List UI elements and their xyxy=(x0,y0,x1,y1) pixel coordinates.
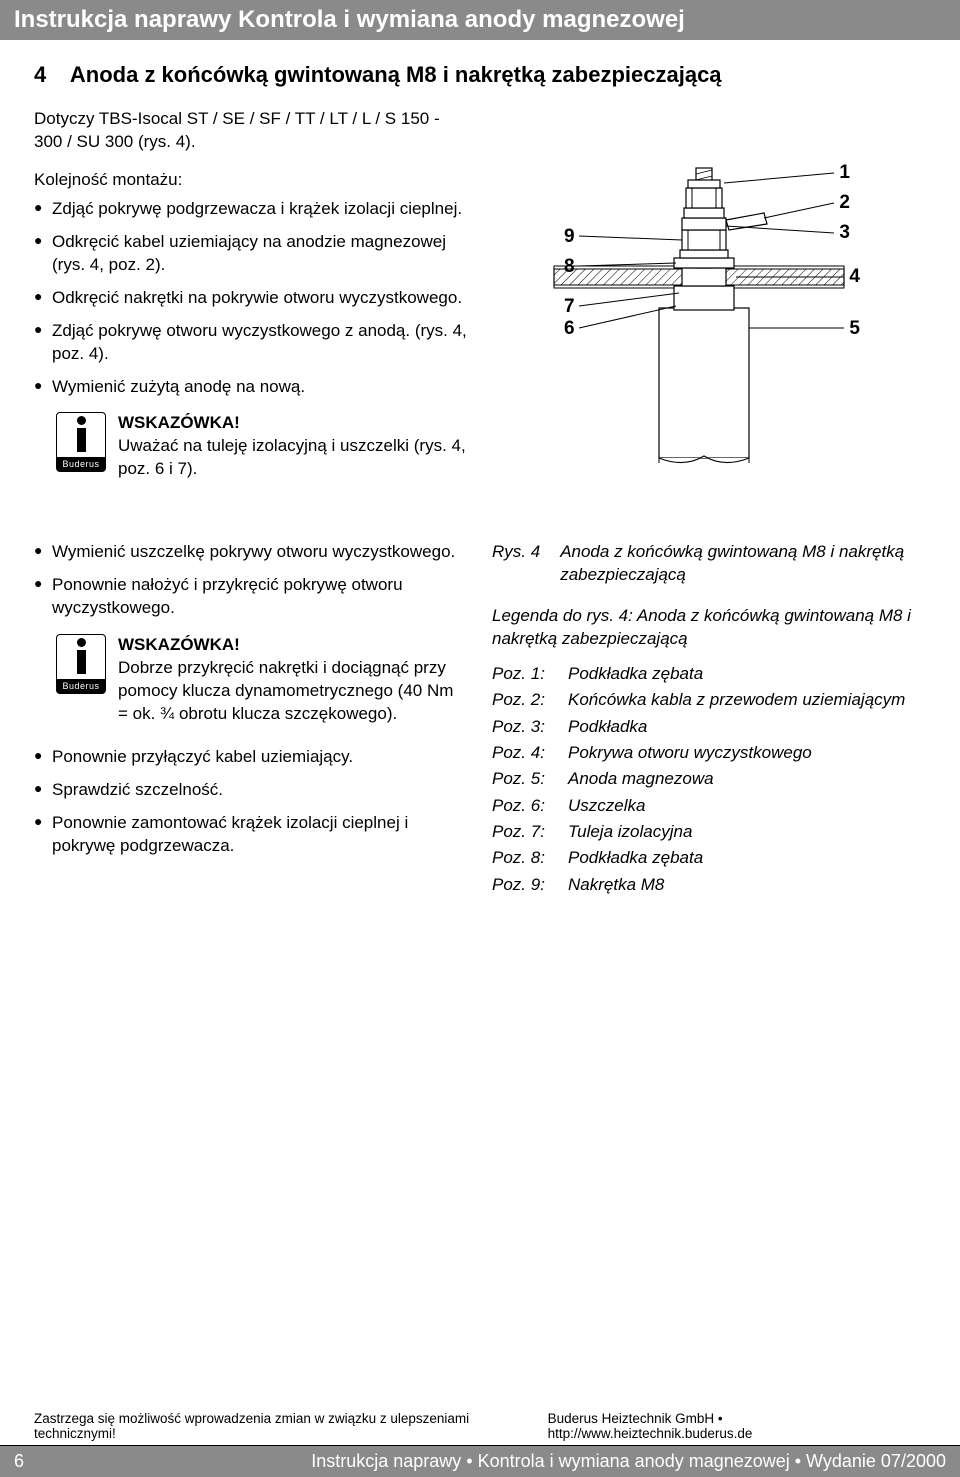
figure-number: Rys. 4 xyxy=(492,541,540,587)
section-title-text: Anoda z końcówką gwintowaną M8 i nakrętk… xyxy=(70,62,722,87)
page-number: 6 xyxy=(14,1451,24,1472)
footer-disclaimer: Zastrzega się możliwość wprowadzenia zmi… xyxy=(34,1411,548,1441)
list-item: Odkręcić nakrętki na pokrywie otworu wyc… xyxy=(34,287,468,310)
column-right-top: 1 2 3 4 5 6 7 8 9 xyxy=(492,108,926,501)
legend-list: Poz. 1:Podkładka zębata Poz. 2:Końcówka … xyxy=(492,661,926,898)
info-icon: Buderus xyxy=(56,412,106,472)
tip-title: WSKAZÓWKA! xyxy=(118,635,240,654)
list-item: Ponownie zamontować krążek izolacji ciep… xyxy=(34,812,468,858)
figure-caption: Rys. 4 Anoda z końcówką gwintowaną M8 i … xyxy=(492,541,926,587)
column-right-bottom: Rys. 4 Anoda z końcówką gwintowaną M8 i … xyxy=(492,541,926,898)
page-header-title: Instrukcja naprawy Kontrola i wymiana an… xyxy=(14,6,685,33)
legend-item: Poz. 7:Tuleja izolacyjna xyxy=(492,819,926,845)
legend-item: Poz. 6:Uszczelka xyxy=(492,793,926,819)
footer-smallprint: Zastrzega się możliwość wprowadzenia zmi… xyxy=(0,1411,960,1446)
diagram-label-7: 7 xyxy=(564,296,575,318)
legend-item: Poz. 2:Końcówka kabla z przewodem uziemi… xyxy=(492,687,926,713)
list-item: Wymienić zużytą anodę na nową. xyxy=(34,376,468,399)
figure-caption-text: Anoda z końcówką gwintowaną M8 i nakrętk… xyxy=(560,541,926,587)
legend-item: Poz. 1:Podkładka zębata xyxy=(492,661,926,687)
diagram-label-2: 2 xyxy=(839,192,850,214)
tip-box-2: Buderus WSKAZÓWKA! Dobrze przykręcić nak… xyxy=(56,634,468,726)
steps-list-3: Ponownie przyłączyć kabel uziemiający. S… xyxy=(34,746,468,858)
list-item: Ponownie przyłączyć kabel uziemiający. xyxy=(34,746,468,769)
tip-body: Dobrze przykręcić nakrętki i dociągnąć p… xyxy=(118,658,453,723)
diagram-label-4: 4 xyxy=(849,266,860,288)
intro-text: Dotyczy TBS-Isocal ST / SE / SF / TT / L… xyxy=(34,108,468,154)
footer-company: Buderus Heiztechnik GmbH • http://www.he… xyxy=(548,1411,926,1441)
steps-list-2: Wymienić uszczelkę pokrywy otworu wyczys… xyxy=(34,541,468,620)
diagram-label-9: 9 xyxy=(564,226,575,248)
legend-item: Poz. 9:Nakrętka M8 xyxy=(492,872,926,898)
figure-diagram: 1 2 3 4 5 6 7 8 9 xyxy=(524,118,894,478)
steps-list-1: Zdjąć pokrywę podgrzewacza i krążek izol… xyxy=(34,198,468,399)
diagram-label-1: 1 xyxy=(839,162,850,184)
tip-brand: Buderus xyxy=(57,679,105,693)
diagram-label-6: 6 xyxy=(564,318,575,340)
legend-item: Poz. 4:Pokrywa otworu wyczystkowego xyxy=(492,740,926,766)
info-icon: Buderus xyxy=(56,634,106,694)
tip-text-2: WSKAZÓWKA! Dobrze przykręcić nakrętki i … xyxy=(118,634,468,726)
legend-title: Legenda do rys. 4: Anoda z końcówką gwin… xyxy=(492,605,926,651)
tip-text-1: WSKAZÓWKA! Uważać na tuleję izolacyjną i… xyxy=(118,412,468,481)
legend-item: Poz. 5:Anoda magnezowa xyxy=(492,766,926,792)
list-item: Zdjąć pokrywę otworu wyczystkowego z ano… xyxy=(34,320,468,366)
footer-bar-text: Instrukcja naprawy • Kontrola i wymiana … xyxy=(311,1451,946,1472)
list-item: Zdjąć pokrywę podgrzewacza i krążek izol… xyxy=(34,198,468,221)
tip-title: WSKAZÓWKA! xyxy=(118,413,240,432)
page-content: 4 Anoda z końcówką gwintowaną M8 i nakrę… xyxy=(0,40,960,898)
tip-body: Uważać na tuleję izolacyjną i uszczelki … xyxy=(118,436,466,478)
page-footer: Zastrzega się możliwość wprowadzenia zmi… xyxy=(0,1411,960,1477)
column-left-bottom: Wymienić uszczelkę pokrywy otworu wyczys… xyxy=(34,541,468,898)
tip-brand: Buderus xyxy=(57,457,105,471)
diagram-label-3: 3 xyxy=(839,222,850,244)
list-item: Odkręcić kabel uziemiający na anodzie ma… xyxy=(34,231,468,277)
legend-item: Poz. 8:Podkładka zębata xyxy=(492,845,926,871)
diagram-label-8: 8 xyxy=(564,256,575,278)
section-number: 4 xyxy=(34,62,46,87)
steps-heading: Kolejność montażu: xyxy=(34,170,468,190)
legend-item: Poz. 3:Podkładka xyxy=(492,714,926,740)
section-heading: 4 Anoda z końcówką gwintowaną M8 i nakrę… xyxy=(34,62,926,88)
list-item: Wymienić uszczelkę pokrywy otworu wyczys… xyxy=(34,541,468,564)
column-left-top: Dotyczy TBS-Isocal ST / SE / SF / TT / L… xyxy=(34,108,468,501)
list-item: Sprawdzić szczelność. xyxy=(34,779,468,802)
page-header: Instrukcja naprawy Kontrola i wymiana an… xyxy=(0,0,960,40)
list-item: Ponownie nałożyć i przykręcić pokrywę ot… xyxy=(34,574,468,620)
tip-box-1: Buderus WSKAZÓWKA! Uważać na tuleję izol… xyxy=(56,412,468,481)
footer-bar: 6 Instrukcja naprawy • Kontrola i wymian… xyxy=(0,1446,960,1477)
diagram-label-5: 5 xyxy=(849,318,860,340)
